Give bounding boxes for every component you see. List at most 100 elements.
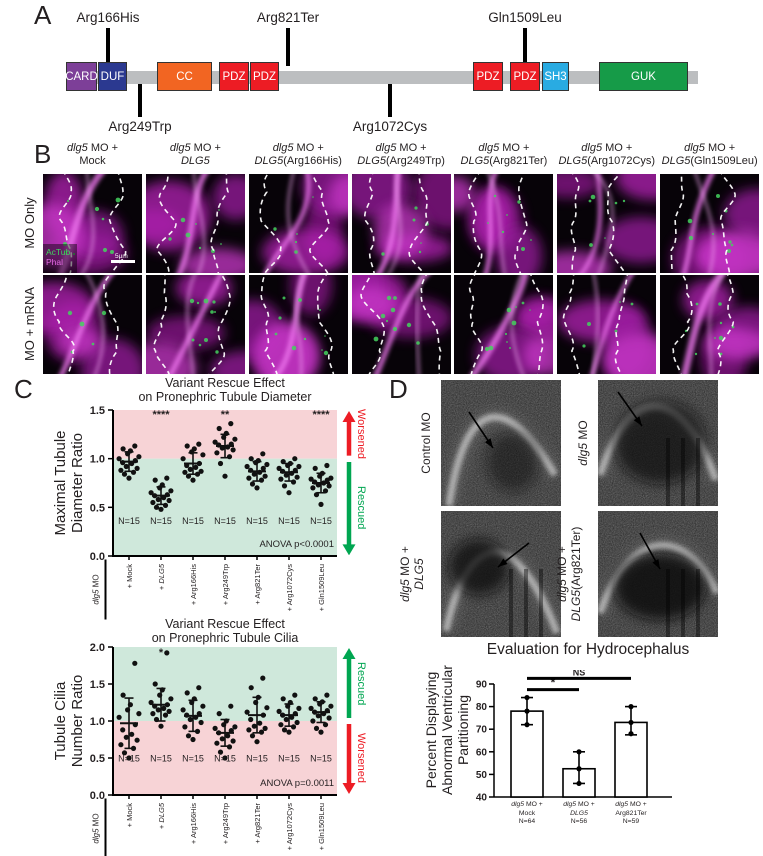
y-tick-label: 1.0	[90, 454, 105, 466]
italic-text: DLG5	[156, 803, 166, 823]
data-point	[161, 495, 167, 501]
data-point	[319, 699, 325, 705]
data-point	[152, 493, 158, 499]
phalloidin-blob	[557, 251, 613, 273]
data-point	[255, 458, 261, 464]
phalloidin-blob	[351, 286, 396, 320]
data-point	[184, 443, 190, 449]
data-point	[278, 476, 284, 482]
actub-speck	[63, 242, 67, 246]
data-point	[189, 699, 195, 706]
actub-speck	[406, 322, 411, 328]
bar-x-label-line: N=64	[518, 818, 536, 825]
data-point	[200, 452, 206, 458]
annotation-arrow-head	[484, 438, 493, 448]
actub-speck	[529, 309, 532, 311]
bar-x-label-line: N=56	[570, 818, 588, 825]
data-point	[264, 461, 270, 468]
data-point	[260, 465, 266, 471]
oct-image	[441, 380, 561, 506]
actub-speck	[380, 313, 385, 319]
data-point	[308, 476, 314, 482]
data-point	[116, 714, 122, 720]
actub-speck	[614, 201, 618, 205]
data-point	[198, 719, 204, 726]
n-label: N=15	[246, 516, 268, 526]
mutation-line	[388, 84, 392, 117]
data-point	[191, 696, 197, 702]
n-label: N=15	[150, 754, 172, 764]
actub-speck	[392, 326, 397, 332]
data-point	[318, 729, 324, 735]
phalloidin-blob	[328, 174, 348, 216]
data-point	[123, 463, 129, 470]
italic-text: dlg5	[169, 142, 191, 154]
data-point	[190, 736, 196, 743]
data-point	[248, 716, 254, 723]
n-label: N=15	[182, 516, 204, 526]
data-point	[136, 454, 142, 460]
actub-speck	[415, 341, 420, 345]
y-tick-label: 90	[476, 680, 488, 691]
tubule-outline-dashed	[570, 174, 580, 273]
actub-speck	[623, 199, 626, 203]
phalloidin-strand	[694, 174, 715, 273]
actub-speck	[194, 223, 197, 225]
b-row-label: MO + mRNA	[22, 286, 37, 362]
italic-text: DLG5	[558, 155, 588, 167]
label-backing	[43, 244, 77, 273]
data-point	[121, 750, 128, 756]
bar-chart-plot: 40 50 60 70 80 90 * NS	[476, 670, 672, 804]
phalloidin-strand	[681, 174, 715, 273]
data-point	[121, 471, 128, 477]
b-header-line1: dlg5 MO +	[478, 142, 530, 154]
domain-pdz: PDZ	[219, 62, 249, 91]
italic-text: dlg5	[615, 801, 629, 808]
data-point	[321, 711, 327, 717]
actub-speck	[689, 235, 694, 241]
actub-speck	[521, 247, 526, 251]
data-point	[246, 475, 252, 481]
x-category-label: + Arg166His	[188, 803, 198, 845]
ventricle-region	[449, 539, 509, 595]
x-category-label: + Gln1509Leu	[316, 803, 326, 851]
data-point	[198, 468, 204, 474]
data-point	[524, 708, 530, 714]
actub-speck	[217, 209, 220, 211]
data-point	[118, 467, 124, 473]
b-header-line2: DLG5(Gln1509Leu)	[661, 155, 758, 167]
tubule-outline-dashed	[363, 174, 375, 273]
mutation-label: Arg1072Cys	[352, 119, 428, 134]
x-category-label: + Arg1072Cys	[284, 564, 294, 612]
oct-image	[598, 511, 718, 637]
actub-speck	[212, 300, 216, 304]
shadow-streak	[524, 569, 528, 637]
data-point	[216, 711, 222, 717]
data-point	[194, 728, 201, 734]
b-column-header: dlg5 MO + DLG5(Arg249Trp)	[352, 142, 451, 168]
data-point	[262, 725, 268, 731]
actub-speck	[273, 227, 277, 231]
actub-speck	[203, 338, 208, 342]
data-point	[196, 460, 202, 467]
actub-speck	[485, 346, 490, 352]
x-category-label: + Mock	[124, 564, 134, 589]
mutation-line	[106, 28, 110, 66]
actub-speck	[196, 301, 200, 305]
phalloidin-strand	[295, 275, 304, 374]
data-point	[168, 696, 174, 702]
data-point	[152, 477, 158, 483]
x-category-label: + DLG5	[156, 803, 166, 830]
italic-text: dlg5	[91, 828, 101, 844]
tubule-outline-dashed	[614, 275, 629, 374]
significance-mark: ****	[312, 409, 330, 421]
actub-speck	[530, 239, 533, 241]
actub-speck	[278, 316, 282, 320]
data-point	[155, 707, 161, 713]
data-point	[244, 463, 250, 470]
phalloidin-blob	[523, 334, 554, 374]
data-point	[134, 737, 140, 743]
data-point	[153, 504, 160, 510]
actub-speck	[515, 306, 518, 308]
micrograph-tile	[351, 275, 451, 374]
